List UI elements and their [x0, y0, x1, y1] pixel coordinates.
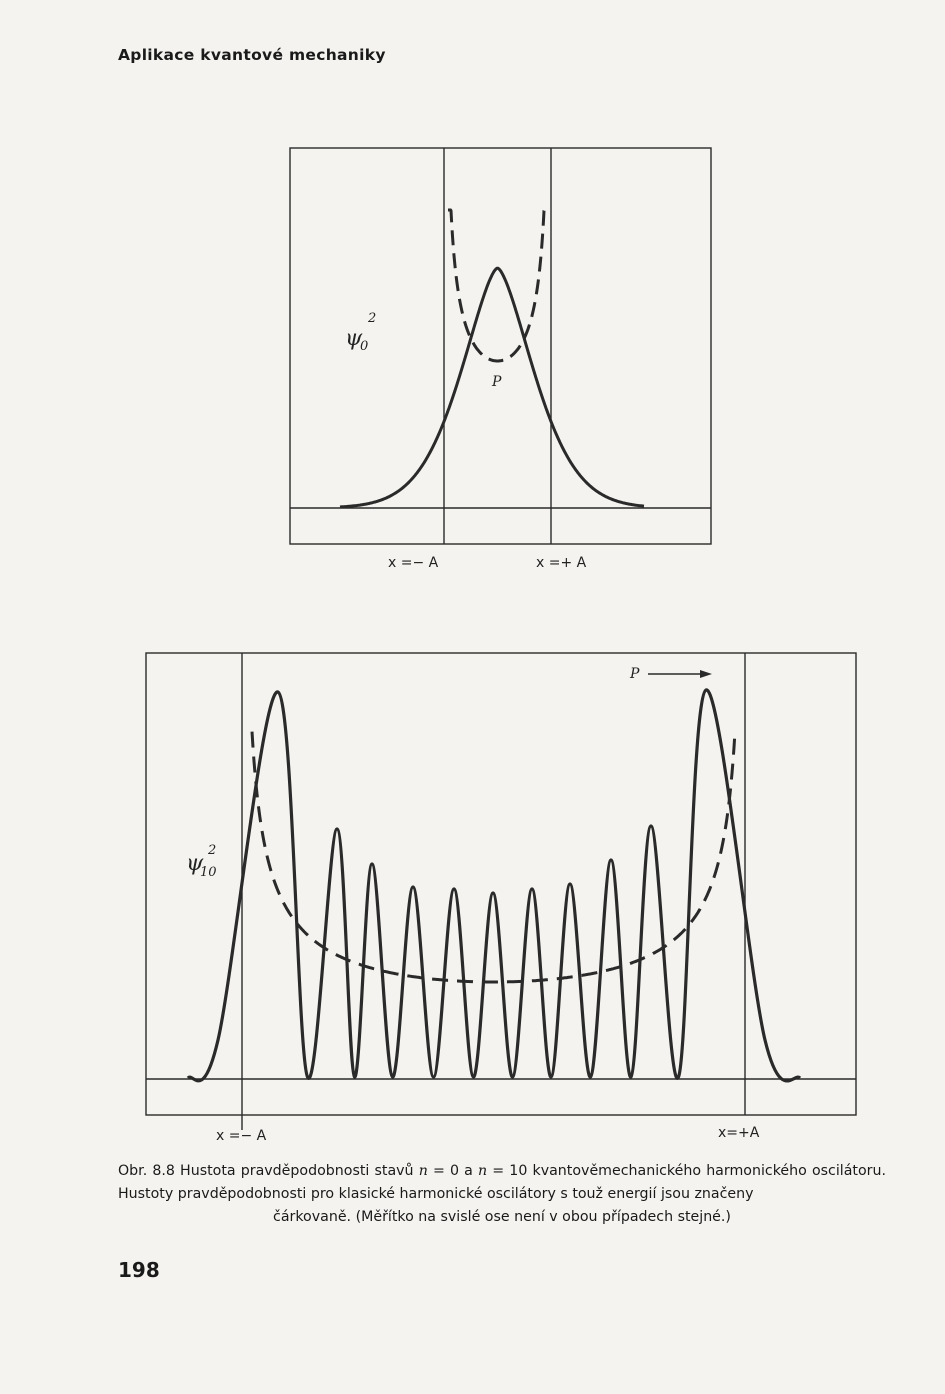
ylabel-superscript: 2	[207, 843, 216, 858]
ylabel-symbol: ψ	[186, 851, 204, 876]
figure-caption: Obr. 8.8 Hustota pravděpodobnosti stavů …	[118, 1160, 886, 1229]
ylabel-subscript: 0	[360, 339, 368, 354]
xlabel-left: x =− A	[216, 1128, 267, 1144]
running-head: Aplikace kvantové mechaniky	[118, 46, 386, 64]
caption-n-symbol: n	[478, 1163, 488, 1179]
frame	[289, 147, 712, 545]
classical-label-arrow-head	[700, 670, 712, 678]
quantum-density-curve	[339, 266, 645, 509]
figure-psi0: ψ 0 2 P x =− A x =+ A	[289, 147, 712, 571]
quantum-density-curve	[186, 688, 802, 1083]
frame	[145, 652, 857, 1116]
xlabel-left: x =− A	[388, 555, 439, 571]
page-number: 198	[118, 1258, 160, 1282]
xlabel-right: x =+ A	[536, 555, 587, 571]
classical-label: P	[629, 666, 640, 682]
classical-label: P	[491, 374, 502, 390]
figure-psi10: P ψ 10 2 x =− A x=+A	[145, 652, 857, 1144]
classical-density-curve	[448, 208, 547, 363]
caption-last-line: čárkovaně. (Měřítko na svislé ose není v…	[273, 1209, 731, 1225]
caption-eq2: = 10 kvantověmechanického harmonického o…	[118, 1163, 886, 1202]
caption-prefix: Obr. 8.8 Hustota pravděpodobnosti stavů	[118, 1163, 414, 1179]
ylabel-superscript: 2	[367, 311, 376, 326]
caption-n-symbol: n	[418, 1163, 428, 1179]
ylabel-symbol: ψ	[345, 326, 363, 351]
xlabel-right: x=+A	[718, 1125, 760, 1141]
ylabel-subscript: 10	[200, 865, 217, 880]
classical-density-curve	[250, 731, 737, 984]
caption-eq1: = 0 a	[432, 1163, 473, 1179]
